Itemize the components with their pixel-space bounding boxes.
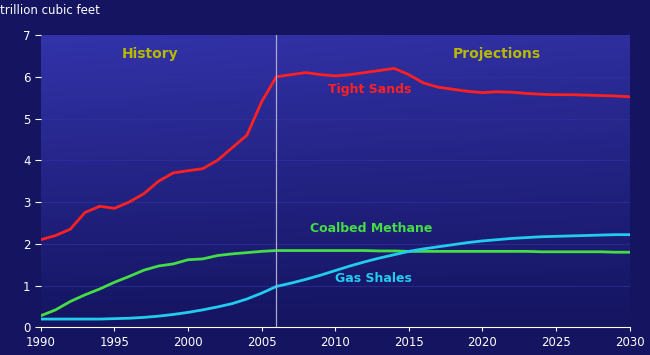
Text: History: History (122, 47, 178, 61)
Text: Gas Shales: Gas Shales (335, 272, 412, 285)
Text: Tight Sands: Tight Sands (328, 83, 411, 97)
Text: Projections: Projections (453, 47, 541, 61)
Text: Coalbed Methane: Coalbed Methane (310, 222, 433, 235)
Text: trillion cubic feet: trillion cubic feet (0, 4, 99, 17)
